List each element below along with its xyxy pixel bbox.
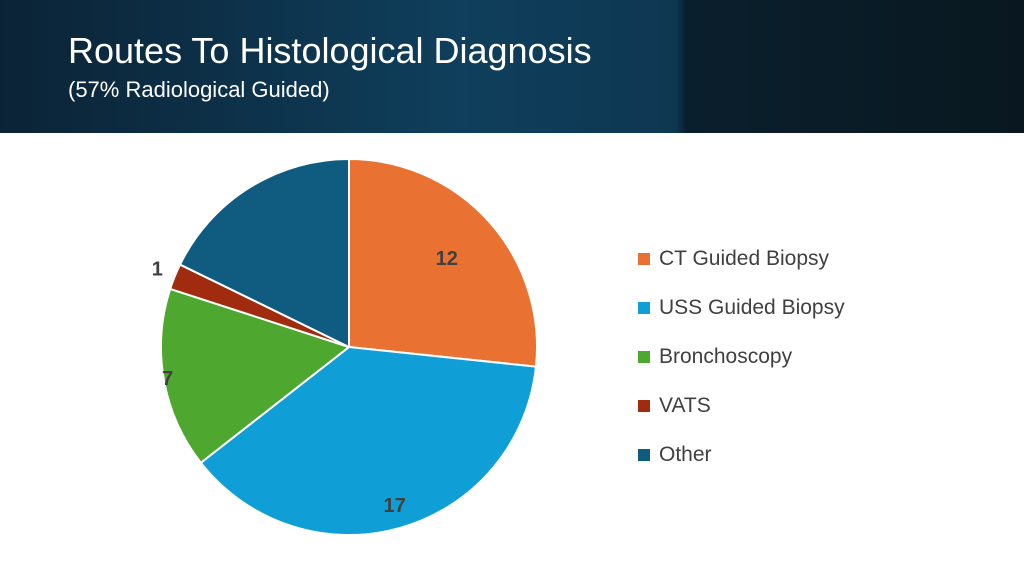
data-label-ct-guided-biopsy: 12: [436, 248, 458, 270]
pie-slice-ct-guided-biopsy: [348, 158, 538, 368]
data-label-bronchoscopy: 7: [162, 368, 173, 390]
legend-item-other: Other: [638, 430, 998, 479]
legend-swatch: [638, 301, 650, 314]
legend-item-bronchoscopy: Bronchoscopy: [638, 332, 998, 381]
slide-subtitle: (57% Radiological Guided): [68, 77, 330, 102]
pie-slice-other: [179, 158, 350, 348]
pie-chart: 12 17 7 1 8: [152, 158, 538, 536]
data-label-uss-guided-biopsy: 17: [383, 495, 405, 517]
legend-item-vats: VATS: [638, 381, 998, 430]
slide-header: Routes To Histological Diagnosis (57% Ra…: [0, 0, 1024, 133]
data-label-other: 8: [274, 224, 285, 246]
legend-swatch: [638, 448, 650, 461]
legend-item-uss-guided-biopsy: USS Guided Biopsy: [638, 283, 998, 332]
slide-title: Routes To Histological Diagnosis: [68, 30, 592, 71]
legend-swatch: [638, 252, 650, 265]
chart-legend: CT Guided Biopsy USS Guided Biopsy Broncho…: [638, 234, 998, 479]
legend-label: VATS: [659, 393, 711, 417]
legend-label: USS Guided Biopsy: [659, 295, 845, 319]
legend-swatch: [638, 350, 650, 363]
pie-slice-uss-guided-biopsy: [199, 346, 537, 536]
legend-label: Other: [659, 442, 712, 466]
data-label-vats: 1: [152, 259, 163, 281]
legend-label: CT Guided Biopsy: [659, 246, 830, 270]
legend-label: Bronchoscopy: [659, 344, 793, 368]
legend-swatch: [638, 399, 650, 412]
legend-item-ct-guided-biopsy: CT Guided Biopsy: [638, 234, 998, 283]
